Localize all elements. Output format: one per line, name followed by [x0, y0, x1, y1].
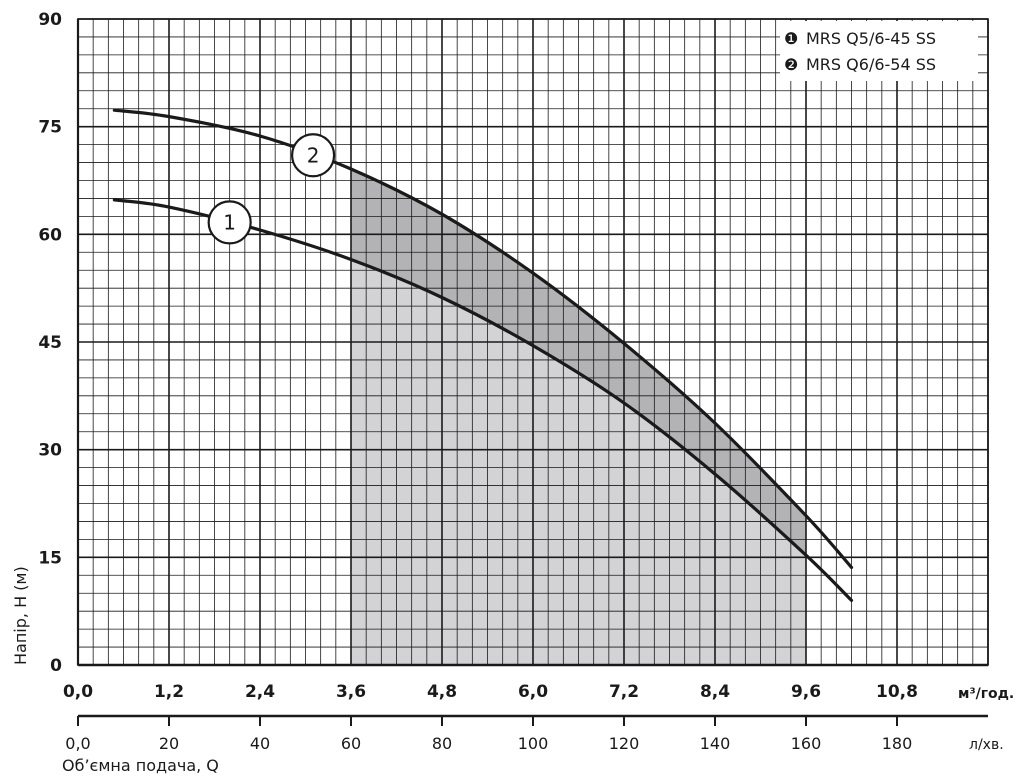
- legend-label-1: MRS Q5/6-45 SS: [806, 29, 936, 48]
- x-tick-label: 2,4: [245, 682, 275, 702]
- curve-marker-circle: [290, 133, 336, 178]
- x-tick-label: 9,6: [791, 682, 821, 702]
- curves: 12: [112, 108, 854, 602]
- legend: ❶ MRS Q5/6-45 SS ❷ MRS Q6/6-54 SS: [780, 21, 978, 81]
- x-tick-label: 4,8: [427, 682, 457, 702]
- x-tick-label: 1,2: [154, 682, 184, 702]
- x2-tick-label: 180: [882, 734, 913, 753]
- tick-labels: 0 15 30 45 60 75 90 0,0 1,2 2,4 3,6 4,8 6,0 7,2 8,4 9,6…: [38, 10, 918, 702]
- legend-background: [780, 21, 978, 81]
- x-tick-label: 6,0: [518, 682, 548, 702]
- secondary-x-axis: 0,0 20 40 60 80 100 120 140 160 180: [65, 714, 988, 753]
- x2-unit-label: л/хв.: [969, 737, 1004, 753]
- curve-marker-2: 2: [290, 133, 336, 178]
- x2-tick-label: 100: [518, 734, 549, 753]
- y-tick-label: 60: [38, 225, 62, 245]
- x-tick-label: 7,2: [609, 682, 639, 702]
- x2-tick-label: 60: [341, 734, 361, 753]
- legend-symbol-1: ❶: [784, 29, 798, 48]
- curve-marker-label: 2: [307, 143, 320, 167]
- legend-label-2: MRS Q6/6-54 SS: [806, 55, 936, 74]
- x2-tick-label: 120: [609, 734, 640, 753]
- y-axis-label: Напір, H (м): [11, 566, 30, 665]
- y-tick-label: 0: [50, 656, 62, 676]
- curve-marker-circle: [207, 200, 252, 245]
- x-tick-label: 8,4: [700, 682, 730, 702]
- curve-marker-label: 1: [223, 210, 236, 234]
- x-unit-label: м³/год.: [958, 686, 1014, 702]
- x-tick-label: 0,0: [63, 682, 93, 702]
- x-axis-label: Об’ємна подача, Q: [62, 756, 219, 775]
- x2-tick-label: 80: [432, 734, 452, 753]
- x-tick-label: 10,8: [876, 682, 918, 702]
- y-tick-label: 45: [38, 333, 62, 353]
- x2-tick-label: 40: [250, 734, 270, 753]
- y-tick-label: 30: [38, 441, 62, 461]
- x2-tick-label: 160: [791, 734, 822, 753]
- x2-tick-label: 0,0: [65, 734, 90, 753]
- curve-marker-1: 1: [207, 200, 252, 245]
- x2-tick-label: 140: [700, 734, 731, 753]
- x2-tick-label: 20: [159, 734, 179, 753]
- y-tick-label: 75: [38, 118, 62, 138]
- y-tick-label: 15: [38, 548, 62, 568]
- legend-symbol-2: ❷: [784, 55, 798, 74]
- y-tick-label: 90: [38, 10, 62, 30]
- x-tick-label: 3,6: [336, 682, 366, 702]
- curve-2: [112, 108, 854, 569]
